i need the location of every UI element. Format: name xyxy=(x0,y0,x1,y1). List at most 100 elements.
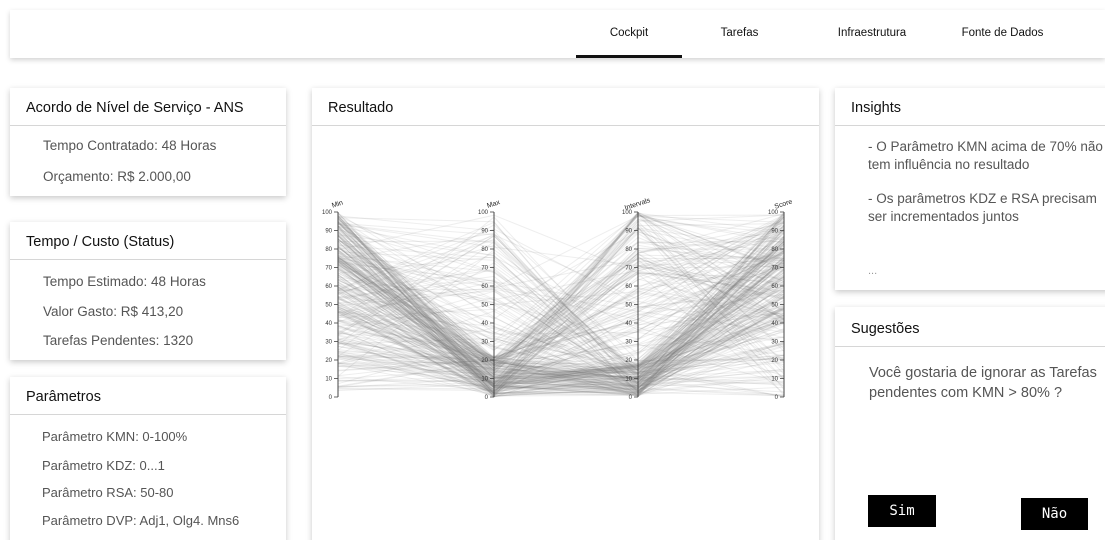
insight-item-2: - Os parâmetros KDZ e RSA precisam ser i… xyxy=(868,191,1097,224)
chart-polyline xyxy=(337,233,785,380)
tab-cockpit[interactable]: Cockpit xyxy=(576,10,682,58)
chart-polyline xyxy=(337,216,785,391)
axis-tick-label: 80 xyxy=(625,247,632,253)
chart-polyline xyxy=(337,273,785,378)
chart-polyline xyxy=(337,270,785,386)
chart-polyline xyxy=(337,216,785,360)
chart-polyline xyxy=(337,296,785,397)
chart-polyline xyxy=(337,232,785,388)
chart-polyline xyxy=(337,223,785,267)
chart-polyline xyxy=(337,256,785,371)
chart-polyline xyxy=(337,228,785,306)
chart-polyline xyxy=(337,264,785,387)
chart-polyline xyxy=(337,262,785,387)
chart-polyline xyxy=(337,222,785,300)
chart-polyline xyxy=(337,272,785,384)
chart-polyline xyxy=(337,212,785,393)
insights-card: Insights - O Parâmetro KMN acima de 70% … xyxy=(835,88,1105,290)
chart-polyline xyxy=(337,214,785,384)
chart-polyline xyxy=(337,250,785,398)
chart-polyline xyxy=(337,235,785,397)
chart-polyline xyxy=(337,272,785,387)
chart-polyline xyxy=(337,281,785,382)
tab-infraestrutura[interactable]: Infraestrutura xyxy=(837,27,907,39)
chart-polyline xyxy=(337,224,785,362)
chart-polyline xyxy=(337,287,785,369)
axis-tick-label: 10 xyxy=(625,377,632,383)
chart-polyline xyxy=(337,241,785,386)
yes-button[interactable]: Sim xyxy=(868,495,936,527)
chart-polyline xyxy=(337,217,785,366)
chart-polyline xyxy=(337,257,785,379)
chart-polyline xyxy=(337,306,785,398)
no-button[interactable]: Não xyxy=(1021,498,1088,530)
axis-tick-label: 30 xyxy=(625,340,632,346)
chart-polyline xyxy=(337,262,785,378)
chart-polyline xyxy=(337,218,785,359)
axis-label-min: Min xyxy=(331,199,344,209)
chart-polyline xyxy=(337,244,785,398)
chart-polyline xyxy=(337,241,785,381)
budget-text: Orçamento: R$ 2.000,00 xyxy=(43,169,191,184)
chart-polyline xyxy=(337,245,785,385)
chart-polyline xyxy=(337,221,785,378)
chart-polyline xyxy=(337,236,785,381)
params-card: Parâmetros Parâmetro KMN: 0-100% Parâmet… xyxy=(10,377,286,540)
axis-tick-label: 70 xyxy=(625,266,632,272)
chart-polyline xyxy=(337,322,785,394)
chart-polyline xyxy=(337,251,785,362)
axis-tick-label: 100 xyxy=(768,210,779,216)
chart-polyline xyxy=(337,246,785,392)
chart-polyline xyxy=(337,221,785,392)
chart-polyline xyxy=(337,326,785,374)
chart-polyline xyxy=(337,238,785,375)
axis-tick-label: 0 xyxy=(629,395,633,401)
chart-polyline xyxy=(337,315,785,391)
chart-polyline xyxy=(337,262,785,376)
chart-polyline xyxy=(337,214,785,396)
parallel-coordinates-chart[interactable]: 0102030405060708090100Min010203040506070… xyxy=(312,126,819,540)
chart-polyline xyxy=(337,222,785,378)
chart-polyline xyxy=(337,257,785,397)
axis-tick-label: 80 xyxy=(325,247,332,253)
chart-polyline xyxy=(337,245,785,380)
chart-polyline xyxy=(337,244,785,390)
chart-polyline xyxy=(337,220,785,395)
chart-polyline xyxy=(337,213,785,388)
chart-polyline xyxy=(337,231,785,369)
chart-polyline xyxy=(337,344,785,391)
chart-polyline xyxy=(337,276,785,392)
insights-card-title: Insights xyxy=(835,88,1105,126)
axis-tick-label: 70 xyxy=(771,266,778,272)
chart-polyline xyxy=(337,243,785,378)
chart-polyline xyxy=(337,247,785,394)
chart-polyline xyxy=(337,216,785,392)
chart-polyline xyxy=(337,252,785,348)
chart-polyline xyxy=(337,225,785,359)
chart-polyline xyxy=(337,216,785,385)
chart-polyline xyxy=(337,300,785,359)
tab-tarefas[interactable]: Tarefas xyxy=(720,27,759,39)
chart-polyline xyxy=(337,228,785,395)
chart-polyline xyxy=(337,257,785,397)
chart-polyline xyxy=(337,232,785,365)
axis-tick-label: 0 xyxy=(329,395,333,401)
chart-polyline xyxy=(337,240,785,388)
chart-polyline xyxy=(337,230,785,396)
chart-polyline xyxy=(337,231,785,392)
chart-polyline xyxy=(337,243,785,365)
axis-tick-label: 20 xyxy=(771,358,778,364)
axis-tick-label: 30 xyxy=(481,340,488,346)
chart-polyline xyxy=(337,265,785,398)
axis-tick-label: 40 xyxy=(325,321,332,327)
chart-polyline xyxy=(337,217,785,393)
chart-polyline xyxy=(337,237,785,396)
chart-polyline xyxy=(337,227,785,383)
chart-polyline xyxy=(337,238,785,395)
chart-polyline xyxy=(337,212,785,386)
chart-polyline xyxy=(337,252,785,396)
axis-tick-label: 40 xyxy=(771,321,778,327)
tab-fonte-de-dados[interactable]: Fonte de Dados xyxy=(961,27,1044,39)
chart-polyline xyxy=(337,290,785,327)
chart-polyline xyxy=(337,278,785,366)
